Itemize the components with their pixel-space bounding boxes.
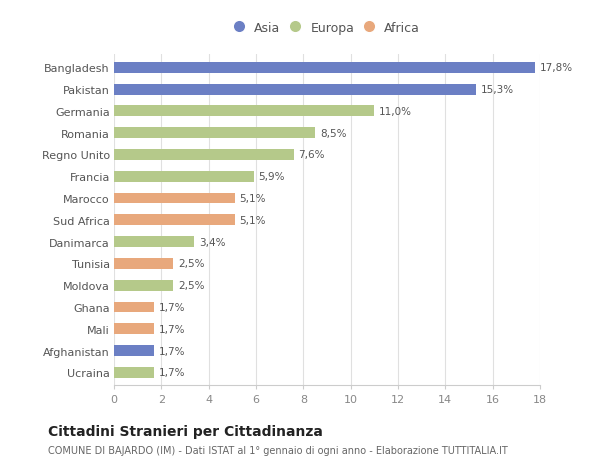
Bar [114, 215, 235, 226]
Text: 1,7%: 1,7% [159, 368, 185, 377]
Text: 5,9%: 5,9% [259, 172, 285, 182]
Bar [114, 193, 235, 204]
Bar [114, 237, 194, 247]
Bar [114, 280, 173, 291]
Text: Cittadini Stranieri per Cittadinanza: Cittadini Stranieri per Cittadinanza [48, 425, 323, 438]
Text: 11,0%: 11,0% [379, 106, 412, 117]
Text: 15,3%: 15,3% [481, 85, 514, 95]
Bar [114, 302, 154, 313]
Bar [114, 84, 476, 95]
Text: 17,8%: 17,8% [540, 63, 573, 73]
Legend: Asia, Europa, Africa: Asia, Europa, Africa [230, 18, 424, 39]
Text: 5,1%: 5,1% [239, 194, 266, 204]
Bar [114, 345, 154, 356]
Bar [114, 367, 154, 378]
Text: 2,5%: 2,5% [178, 259, 205, 269]
Text: 1,7%: 1,7% [159, 302, 185, 312]
Bar [114, 128, 315, 139]
Bar [114, 150, 294, 161]
Bar [114, 324, 154, 335]
Bar [114, 171, 254, 182]
Bar [114, 63, 535, 73]
Text: 5,1%: 5,1% [239, 215, 266, 225]
Bar [114, 106, 374, 117]
Bar [114, 258, 173, 269]
Text: 7,6%: 7,6% [299, 150, 325, 160]
Text: 8,5%: 8,5% [320, 129, 346, 138]
Text: COMUNE DI BAJARDO (IM) - Dati ISTAT al 1° gennaio di ogni anno - Elaborazione TU: COMUNE DI BAJARDO (IM) - Dati ISTAT al 1… [48, 445, 508, 455]
Text: 3,4%: 3,4% [199, 237, 226, 247]
Text: 1,7%: 1,7% [159, 324, 185, 334]
Text: 2,5%: 2,5% [178, 280, 205, 291]
Text: 1,7%: 1,7% [159, 346, 185, 356]
